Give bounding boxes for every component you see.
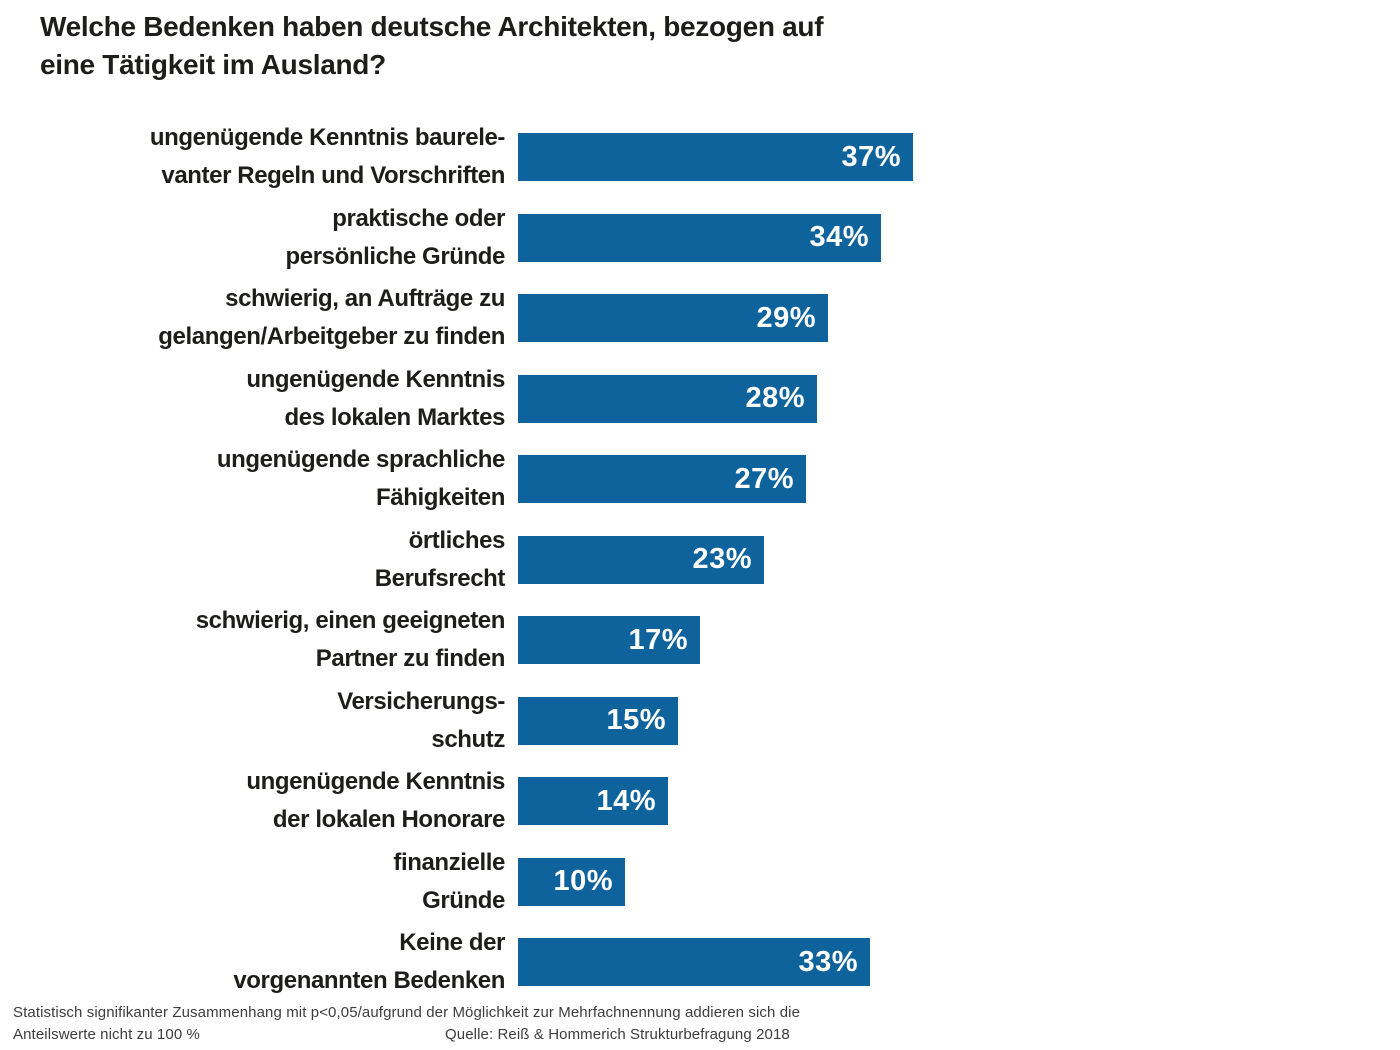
value-label: 28% [745,382,805,415]
category-label-line2: vanter Regeln und Vorschriften [161,162,505,190]
value-bar: 37% [518,133,913,182]
bar-chart: ungenügende Kenntnis baurele-vanter Rege… [40,117,1370,1003]
footnote-line2-left: Anteilswerte nicht zu 100 % [13,1026,200,1043]
value-bar: 23% [518,535,764,584]
value-bar: 34% [518,213,881,262]
bar-row: ungenügende Kenntnis des lokalen Marktes 2… [40,359,1370,440]
category-label: praktische oder persönliche Gründe [40,200,518,276]
category-label-line1: ungenügende Kenntnis [246,768,505,796]
bar-row: finanzielle Gründe 10% [40,842,1370,923]
chart-title-line2: eine Tätigkeit im Ausland? [40,49,386,80]
bar-row: Versicherungs-schutz 15% [40,681,1370,762]
chart-title: Welche Bedenken haben deutsche Architekt… [40,8,824,84]
chart-footnote: Statistisch signifikanter Zusammenhang m… [13,1002,1393,1046]
value-bar: 29% [518,294,828,343]
category-label-line2: gelangen/Arbeitgeber zu finden [158,323,505,351]
category-label-line1: Versicherungs- [337,687,505,715]
category-label: ungenügende Kenntnis der lokalen Honorare [40,763,518,839]
category-label-line2: Partner zu finden [315,645,506,673]
category-label-line1: ungenügende Kenntnis baurele- [149,124,505,152]
bar-row: schwierig, einen geeigneten Partner zu fi… [40,600,1370,681]
category-label-line1: finanzielle [393,848,505,876]
value-bar: 17% [518,616,700,665]
category-label-line2: vorgenannten Bedenken [233,967,505,995]
value-label: 23% [692,543,752,576]
bar-row: Keine der vorgenannten Bedenken 33% [40,922,1370,1003]
bar-row: praktische oder persönliche Gründe 34% [40,198,1370,279]
bar-row: ungenügende sprachliche Fähigkeiten 27% [40,439,1370,520]
category-label: ungenügende Kenntnis baurele-vanter Rege… [40,119,518,195]
value-label: 33% [798,945,858,978]
category-label: Keine der vorgenannten Bedenken [40,924,518,1000]
footnote-line1: Statistisch signifikanter Zusammenhang m… [13,1004,801,1021]
category-label-line1: Keine der [399,929,505,957]
value-bar: 28% [518,374,817,423]
category-label-line2: Berufsrecht [374,564,506,592]
source-credit: Quelle: Reiß & Hommerich Strukturbefragu… [445,1026,790,1043]
category-label: Versicherungs-schutz [40,683,518,759]
bar-row: ungenügende Kenntnis der lokalen Honorare… [40,761,1370,842]
category-label: schwierig, an Aufträge zu gelangen/Arbeit… [40,280,518,356]
category-label-line2: des lokalen Marktes [284,403,505,431]
value-label: 27% [734,462,794,495]
value-label: 17% [628,623,688,656]
value-label: 29% [756,301,816,334]
value-label: 15% [606,704,666,737]
category-label-line2: persönliche Gründe [285,242,505,270]
category-label-line2: schutz [431,725,505,753]
value-label: 34% [809,221,869,254]
category-label: ungenügende Kenntnis des lokalen Marktes [40,361,518,437]
category-label-line2: Fähigkeiten [376,484,505,512]
category-label-line1: ungenügende Kenntnis [246,365,505,393]
bar-row: ungenügende Kenntnis baurele-vanter Rege… [40,117,1370,198]
category-label: finanzielle Gründe [40,844,518,920]
value-label: 37% [841,140,901,173]
category-label: ungenügende sprachliche Fähigkeiten [40,441,518,517]
category-label-line1: ungenügende sprachliche [216,446,506,474]
value-bar: 14% [518,777,668,826]
bar-row: örtliches Berufsrecht 23% [40,520,1370,601]
category-label-line2: der lokalen Honorare [272,806,505,834]
chart-title-line1: Welche Bedenken haben deutsche Architekt… [40,11,824,42]
bar-row: schwierig, an Aufträge zu gelangen/Arbeit… [40,278,1370,359]
category-label-line1: schwierig, einen geeigneten [195,607,506,635]
value-label: 14% [596,784,656,817]
value-label: 10% [553,865,613,898]
category-label-line1: praktische oder [332,204,505,232]
category-label-line1: örtliches [408,526,506,554]
value-bar: 33% [518,938,870,987]
category-label-line2: Gründe [422,886,505,914]
category-label-line1: schwierig, an Aufträge zu [225,285,505,313]
value-bar: 15% [518,696,678,745]
value-bar: 27% [518,455,806,504]
footnote-line2: Anteilswerte nicht zu 100 % Quelle: Reiß… [13,1024,1393,1046]
category-label: örtliches Berufsrecht [40,522,518,598]
category-label: schwierig, einen geeigneten Partner zu fi… [40,602,518,678]
value-bar: 10% [518,857,625,906]
